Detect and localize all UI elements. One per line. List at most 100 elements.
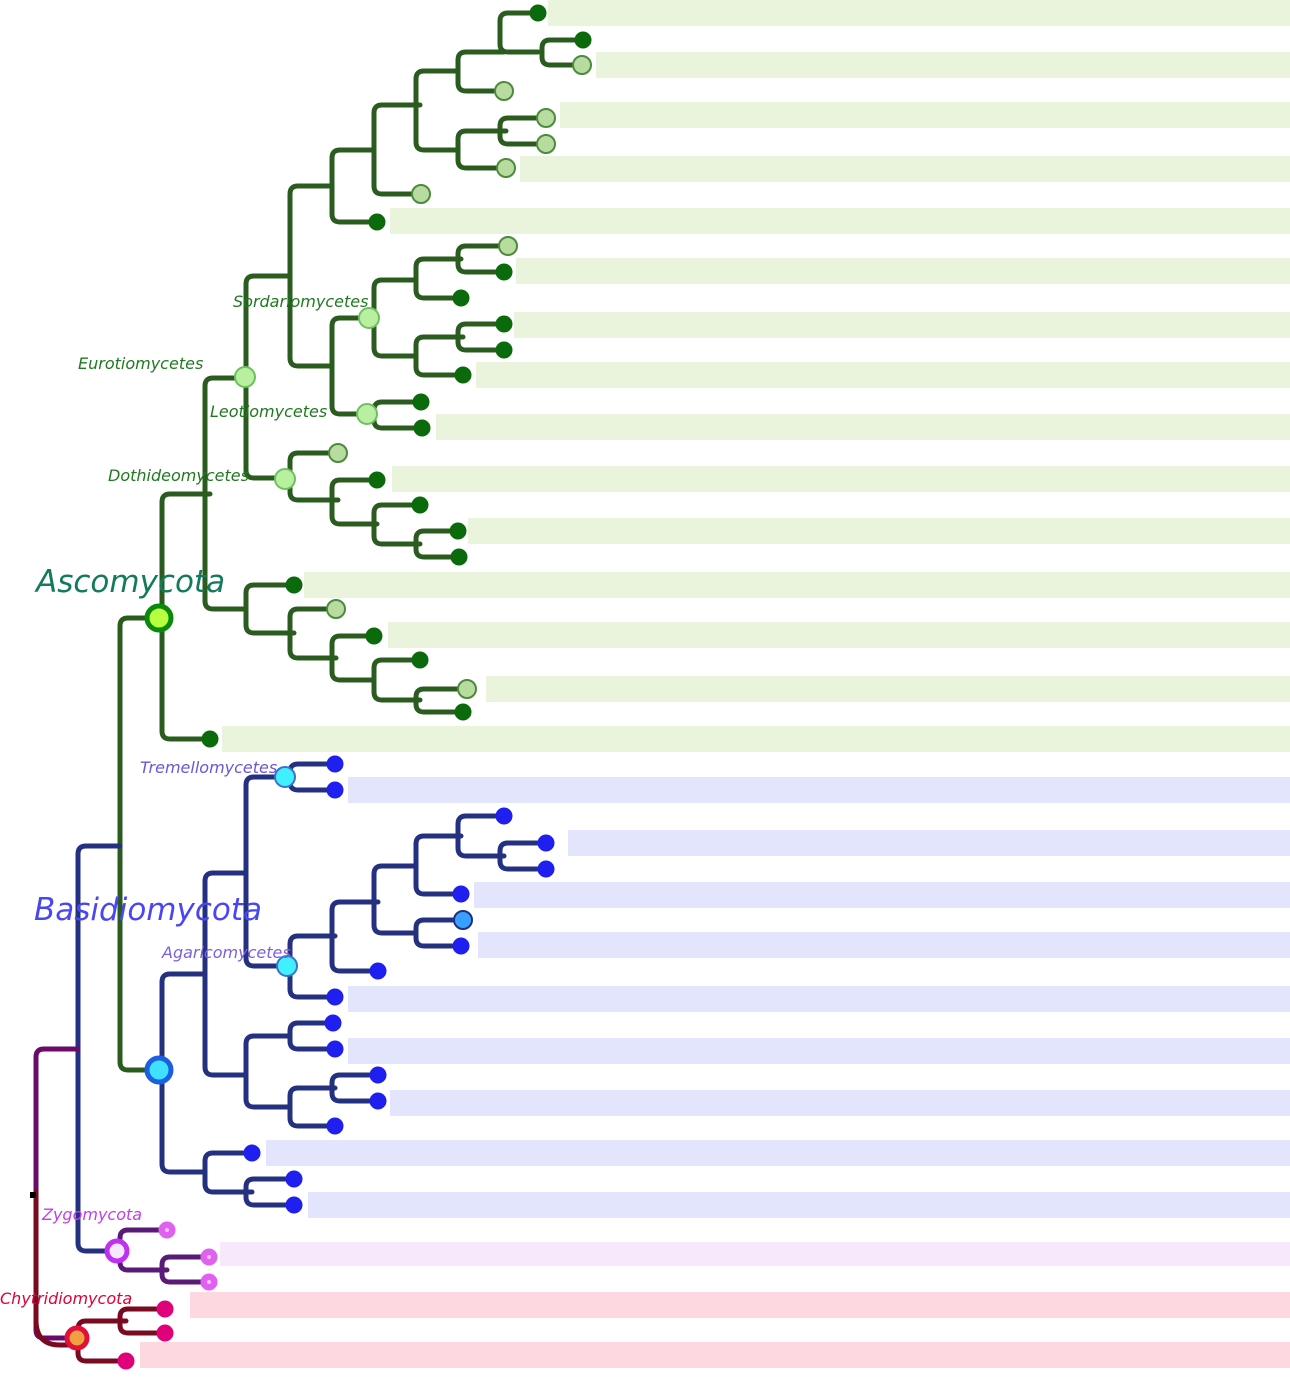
branch <box>329 899 381 974</box>
clade-node <box>234 366 256 388</box>
clade-label-leotiomycetes: Leotiomycetes <box>210 402 327 421</box>
leaf-band <box>514 312 1290 338</box>
branch <box>243 1033 293 1110</box>
leaf-band <box>520 156 1290 182</box>
leaf-band <box>474 882 1290 908</box>
leaf-node <box>496 158 516 178</box>
leaf-node <box>572 55 592 75</box>
clade-label-dothideomycetes: Dothideomycetes <box>108 466 249 485</box>
branch <box>287 183 335 369</box>
leaf-node <box>326 1040 344 1058</box>
leaf-band <box>220 1242 1290 1266</box>
clade-label-sordariomycetes: Sordariomycetes <box>233 292 368 311</box>
clade-node <box>276 955 298 977</box>
leaf-band <box>222 726 1290 752</box>
leaf-node <box>454 703 472 721</box>
leaf-node <box>117 1352 135 1370</box>
leaf-node <box>369 1092 387 1110</box>
leaf-node <box>285 1196 303 1214</box>
leaf-node <box>454 366 472 384</box>
phylum-node-basidiomycota <box>144 1055 174 1085</box>
leaf-band <box>516 258 1290 284</box>
leaf-node <box>495 315 513 333</box>
clade-node <box>274 766 296 788</box>
branch <box>371 863 419 936</box>
leaf-band <box>348 777 1290 803</box>
clade-label-chytridiomycota: Chytridiomycota <box>0 1289 132 1308</box>
branch <box>329 147 377 225</box>
clade-label-zygomycota: Zygomycota <box>41 1205 142 1224</box>
leaf-node <box>368 471 386 489</box>
branch <box>33 1190 78 1348</box>
phylum-label-basidiomycota: Basidiomycota <box>34 892 262 928</box>
leaf-band <box>560 102 1290 128</box>
branch <box>371 102 423 197</box>
leaf-band <box>348 986 1290 1012</box>
clade-node <box>274 468 296 490</box>
leaf-node <box>457 679 477 699</box>
leaf-node <box>326 781 344 799</box>
leaf-highlight <box>165 1228 169 1232</box>
leaf-node <box>243 1144 261 1162</box>
leaf-band <box>476 362 1290 388</box>
leaf-band <box>436 414 1290 440</box>
leaf-node <box>369 962 387 980</box>
leaf-node <box>494 81 514 101</box>
leaf-node <box>537 834 555 852</box>
leaf-node <box>411 496 429 514</box>
branch <box>413 256 464 301</box>
branch <box>329 315 371 417</box>
leaf-node <box>498 236 518 256</box>
clade-node <box>358 307 380 329</box>
branch <box>371 502 423 547</box>
leaf-bands <box>140 0 1290 1368</box>
leaf-node <box>201 730 219 748</box>
branch <box>455 813 507 859</box>
leaf-band <box>568 830 1290 856</box>
leaf-node <box>324 1014 342 1032</box>
leaf-band <box>388 622 1290 648</box>
root-marker <box>30 1192 36 1198</box>
leaf-node <box>328 443 348 463</box>
leaf-node <box>326 599 346 619</box>
leaf-node <box>495 263 513 281</box>
leaf-band <box>348 1038 1290 1064</box>
branch <box>371 277 419 359</box>
phylum-node-zygomycota <box>104 1238 130 1264</box>
leaf-node <box>452 937 470 955</box>
branch <box>117 615 163 1073</box>
leaf-node <box>529 4 547 22</box>
branch <box>371 657 423 703</box>
branch <box>413 68 461 153</box>
leaf-node <box>449 522 467 540</box>
leaf-node <box>285 1170 303 1188</box>
clade-label-eurotiomycetes: Eurotiomycetes <box>78 354 203 373</box>
leaf-band <box>140 1342 1290 1368</box>
tree-labels: Ascomycota Basidiomycota Sordariomycetes… <box>0 292 368 1308</box>
leaf-node <box>495 341 513 359</box>
leaf-node <box>450 548 468 566</box>
leaf-band <box>304 572 1290 598</box>
leaf-node <box>365 627 383 645</box>
phylum-label-ascomycota: Ascomycota <box>34 564 225 600</box>
leaf-node <box>326 988 344 1006</box>
leaf-band <box>478 932 1290 958</box>
clade-node <box>356 403 378 425</box>
leaf-node <box>537 860 555 878</box>
leaf-band <box>266 1140 1290 1166</box>
leaf-node <box>412 393 430 411</box>
leaf-band <box>308 1192 1290 1218</box>
leaf-node <box>453 910 473 930</box>
branch <box>287 606 339 661</box>
leaf-node <box>495 807 513 825</box>
phylum-node-ascomycota <box>144 603 174 633</box>
branch <box>243 582 297 636</box>
phylum-node-chytridiomycota <box>64 1325 90 1351</box>
leaf-band <box>596 52 1290 78</box>
leaf-band <box>486 676 1290 702</box>
leaf-node <box>285 576 303 594</box>
leaf-band <box>190 1292 1290 1318</box>
leaf-node <box>368 213 386 231</box>
branch <box>539 37 585 68</box>
